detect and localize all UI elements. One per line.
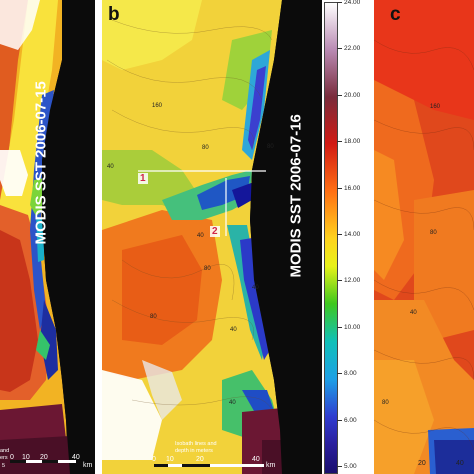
- panel-letter-c: c: [390, 4, 401, 25]
- isobath-label: 160: [152, 103, 163, 109]
- scale-bar-a: 0 10 20 40 km: [4, 454, 93, 472]
- colorbar-tick-label: 18.00: [344, 138, 361, 146]
- scale-fragment-c: 20: [418, 460, 426, 467]
- isobath-label: 40: [252, 285, 259, 291]
- scale-unit: km: [266, 462, 276, 469]
- scale-tick-40: 40: [252, 456, 260, 463]
- isobath-label: 40: [197, 233, 204, 239]
- date-label-b: MODIS SST 2006-07-16: [287, 114, 305, 278]
- sst-map-c: [374, 0, 474, 474]
- colorbar-tick: [337, 48, 342, 50]
- colorbar-legend: 24.00 22.00 20.00 18.00 16.00 14.00 12.00 10.00…: [322, 0, 374, 474]
- isobath-label: 40: [107, 164, 114, 170]
- colorbar-tick: [337, 326, 342, 328]
- isobath-label: 40: [410, 310, 417, 316]
- map-panel-b: b 1 2 160 80 40 80 40 80 80 40 40 40 Iso…: [102, 0, 322, 474]
- legend-fragment-a-2: ers: [0, 455, 8, 461]
- scale-tick-40: 40: [72, 454, 80, 461]
- colorbar-tick: [337, 234, 342, 235]
- scale-tick-0: 0: [10, 454, 14, 461]
- colorbar-tick-label: 24.00: [344, 0, 361, 6]
- colorbar-tick: [337, 94, 342, 96]
- colorbar-tick-label: 14.00: [344, 231, 361, 238]
- transect-marker-1: 1: [138, 173, 148, 184]
- transect-marker-2: 2: [210, 226, 220, 237]
- isobath-legend-line-1: Isobath lines and: [175, 441, 217, 447]
- colorbar-tick-label: 6.00: [344, 416, 357, 424]
- corner-fragment-a: 5: [2, 463, 6, 469]
- isobath-label: 160: [430, 104, 441, 110]
- colorbar-tick: [337, 187, 342, 189]
- sst-map-a: [0, 0, 95, 474]
- sst-map-b: [102, 0, 322, 474]
- isobath-label: 80: [202, 145, 209, 151]
- sst-colorbar: [324, 2, 338, 474]
- date-label-a: MODIS SST 2006-07-15: [32, 81, 50, 245]
- isobath-legend-line-2: depth in meters: [175, 448, 213, 454]
- colorbar-tick: [337, 141, 342, 143]
- isobath-label: 80: [267, 144, 274, 150]
- colorbar-tick: [337, 466, 342, 467]
- colorbar-tick: [337, 419, 342, 421]
- colorbar-tick-label: 8.00: [344, 370, 357, 378]
- colorbar-tick-label: 16.00: [344, 184, 361, 192]
- legend-fragment-a: and: [0, 448, 10, 454]
- isobath-label: 40: [230, 327, 237, 333]
- colorbar-tick-label: 10.00: [344, 323, 361, 331]
- colorbar-tick: [337, 2, 342, 3]
- panel-letter-b: b: [108, 4, 120, 25]
- isobath-label: 80: [430, 230, 437, 236]
- isobath-label: 40: [229, 400, 236, 406]
- colorbar-tick-label: 5.00: [344, 463, 357, 470]
- scale-tick-10: 10: [22, 454, 30, 461]
- isobath-label: 80: [150, 314, 157, 320]
- scale-fragment-c-2: 40: [456, 460, 464, 467]
- scale-tick-0: 0: [152, 456, 156, 463]
- colorbar-tick-label: 12.00: [344, 277, 361, 285]
- colorbar-tick: [337, 280, 342, 282]
- colorbar-tick: [337, 373, 342, 375]
- scale-tick-10: 10: [166, 456, 174, 463]
- colorbar-tick-label: 20.00: [344, 91, 361, 99]
- scale-unit: km: [83, 462, 93, 469]
- colorbar-tick-label: 22.00: [344, 45, 361, 53]
- isobath-label: 80: [382, 400, 389, 406]
- map-panel-c: c 160 80 40 80 20 40: [374, 0, 474, 474]
- scale-bar-b: 0 10 20 40 km: [146, 456, 282, 472]
- scale-tick-20: 20: [196, 456, 204, 463]
- scale-tick-20: 20: [40, 454, 48, 461]
- map-panel-a: MODIS SST 2006-07-15 and ers 0 10 20 40 …: [0, 0, 95, 474]
- isobath-label: 80: [204, 266, 211, 272]
